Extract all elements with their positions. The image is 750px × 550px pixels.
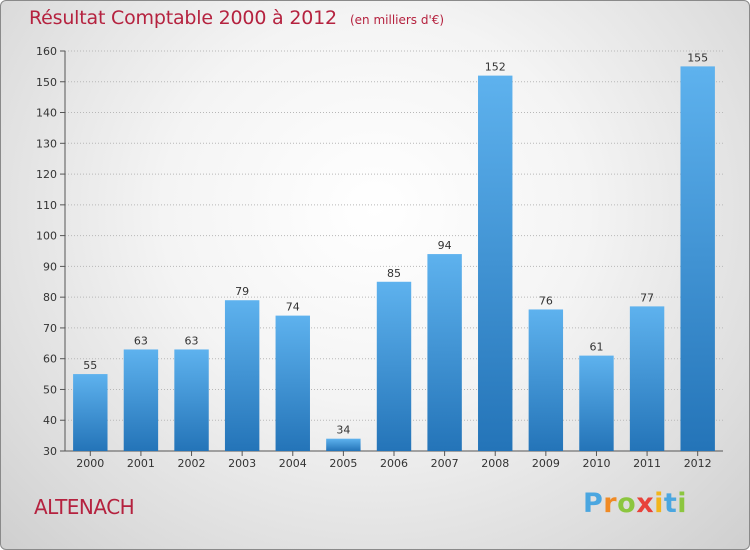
data-label: 94 (438, 239, 452, 252)
x-tick-label: 2007 (431, 457, 459, 470)
bar (73, 374, 108, 451)
bar (376, 281, 412, 451)
logo-letter: t (663, 488, 678, 519)
y-tick-label: 160 (36, 45, 57, 58)
commune-name: ALTENACH (34, 495, 135, 519)
data-label: 61 (589, 341, 603, 354)
bar (174, 349, 209, 451)
x-tick-label: 2011 (633, 457, 661, 470)
bar (629, 306, 665, 451)
logo-letter: i (677, 488, 688, 519)
data-label: 55 (83, 359, 97, 372)
proxiti-logo: Proxiti (583, 488, 687, 519)
logo-letter: i (654, 488, 664, 519)
y-tick-label: 110 (36, 199, 57, 212)
labels: 30 40 50 60 70 80 90 100 110 120 130 140 150 160 55 200… (36, 45, 712, 470)
bar (528, 309, 564, 451)
bar (275, 315, 310, 451)
bar (123, 349, 159, 451)
data-label: 77 (640, 291, 654, 304)
x-tick-label: 2001 (127, 457, 155, 470)
bar (680, 66, 715, 451)
data-label: 85 (387, 267, 401, 280)
bars (73, 66, 715, 451)
y-tick-label: 150 (36, 76, 57, 89)
y-tick-label: 40 (43, 414, 57, 427)
x-tick-label: 2004 (279, 457, 307, 470)
y-tick-label: 70 (43, 322, 57, 335)
y-tick-label: 80 (43, 291, 57, 304)
y-tick-label: 140 (36, 107, 57, 120)
data-label: 63 (134, 334, 148, 347)
bar (478, 75, 513, 451)
bar (224, 300, 260, 451)
logo-letter: o (617, 488, 637, 519)
bar (579, 355, 614, 451)
title-row: Résultat Comptable 2000 à 2012 (en milli… (29, 7, 444, 29)
x-tick-label: 2006 (380, 457, 408, 470)
chart-title: Résultat Comptable 2000 à 2012 (29, 7, 337, 29)
data-label: 152 (485, 61, 506, 74)
x-tick-label: 2000 (76, 457, 104, 470)
data-label: 34 (336, 424, 350, 437)
x-tick-label: 2009 (532, 457, 560, 470)
logo-letter: x (636, 488, 655, 519)
y-tick-label: 100 (36, 230, 57, 243)
bar (427, 254, 462, 451)
data-label: 79 (235, 285, 249, 298)
logo-letter: r (603, 488, 618, 519)
y-tick-label: 90 (43, 260, 57, 273)
x-tick-label: 2002 (178, 457, 206, 470)
x-tick-label: 2003 (228, 457, 256, 470)
data-label: 155 (687, 51, 708, 64)
x-tick-label: 2008 (481, 457, 509, 470)
y-tick-label: 130 (36, 137, 57, 150)
data-label: 63 (185, 334, 199, 347)
x-tick-label: 2005 (329, 457, 357, 470)
y-tick-label: 120 (36, 168, 57, 181)
y-tick-label: 50 (43, 383, 57, 396)
x-tick-label: 2010 (582, 457, 610, 470)
x-tick-label: 2012 (684, 457, 712, 470)
data-label: 74 (286, 301, 300, 314)
y-tick-label: 60 (43, 353, 57, 366)
logo-letter: P (583, 488, 604, 519)
chart-subtitle: (en milliers d'€) (349, 13, 445, 27)
data-label: 76 (539, 294, 553, 307)
y-tick-label: 30 (43, 445, 57, 458)
bar (326, 438, 361, 451)
